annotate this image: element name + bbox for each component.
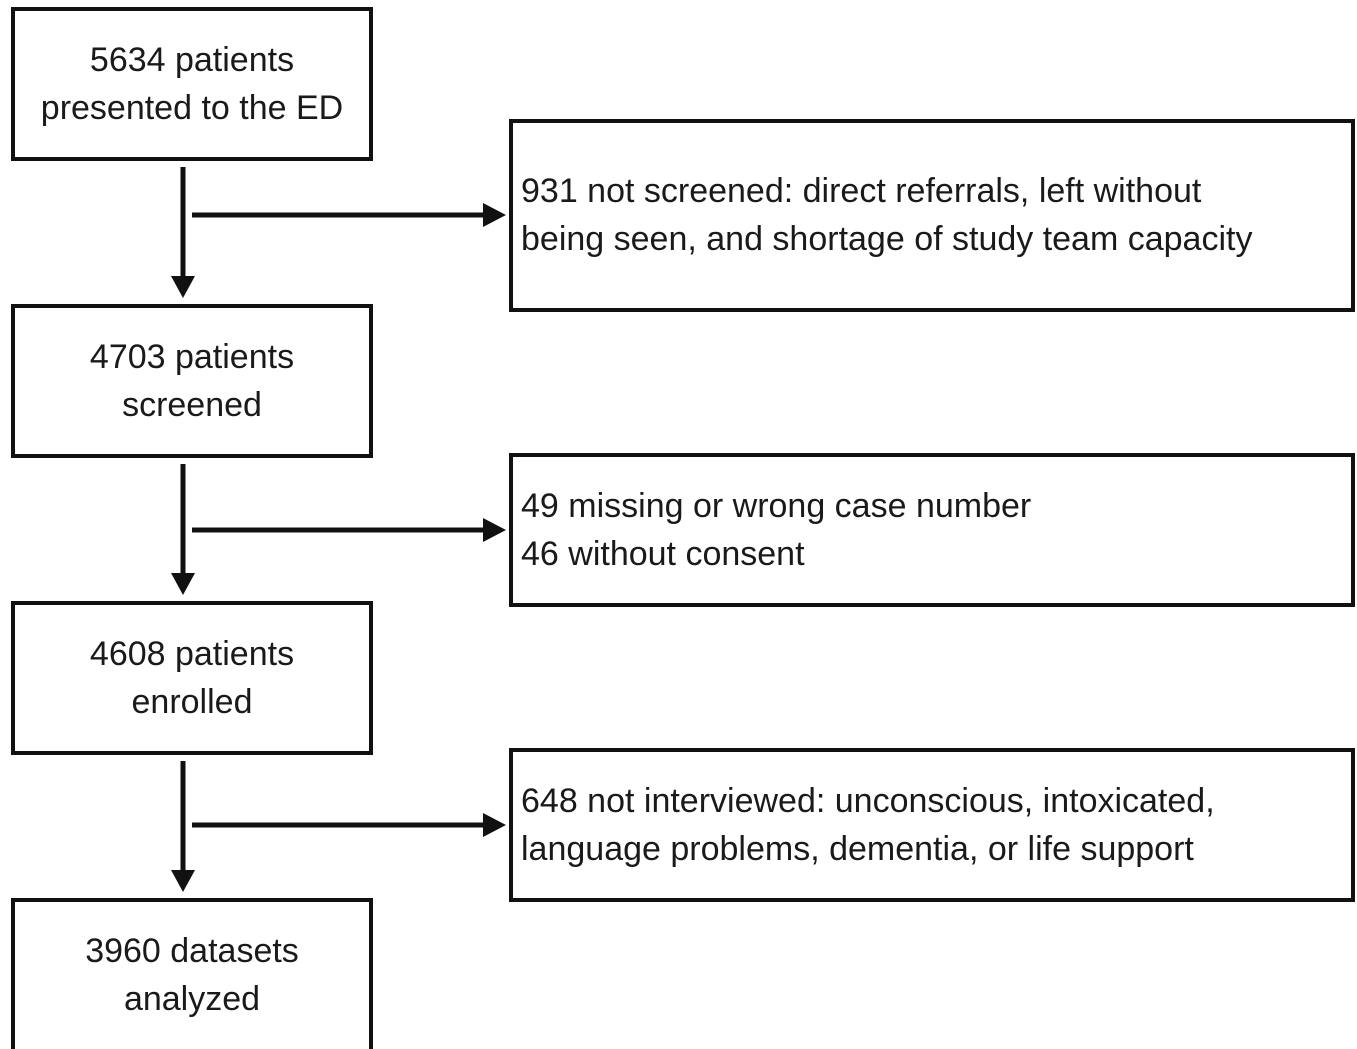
box-text: 3960 datasets xyxy=(85,932,299,970)
box-text: screened xyxy=(122,386,262,424)
exclusion-text: language problems, dementia, or life sup… xyxy=(521,830,1194,868)
box-text: enrolled xyxy=(132,683,253,721)
box-text: 4608 patients xyxy=(90,635,294,673)
arrow-head xyxy=(171,573,195,595)
flow-box xyxy=(11,898,373,1049)
exclusion-box xyxy=(509,748,1355,902)
box-text: presented to the ED xyxy=(41,89,343,127)
exclusion-text: 49 missing or wrong case number xyxy=(521,487,1031,525)
box-text: analyzed xyxy=(124,980,260,1018)
exclusion-text: 931 not screened: direct referrals, left… xyxy=(521,172,1202,210)
exclusion-box xyxy=(509,453,1355,607)
arrow-head xyxy=(483,813,506,837)
arrow-head xyxy=(483,518,506,542)
box-text: 5634 patients xyxy=(90,41,294,79)
exclusion-text: being seen, and shortage of study team c… xyxy=(521,220,1252,258)
flow-box xyxy=(11,304,373,458)
arrow-head xyxy=(483,203,506,227)
exclusion-text: 46 without consent xyxy=(521,535,805,573)
box-text: 4703 patients xyxy=(90,338,294,376)
arrow-head xyxy=(171,276,195,298)
exclusion-text: 648 not interviewed: unconscious, intoxi… xyxy=(521,782,1215,820)
flow-box xyxy=(11,601,373,755)
exclusion-box xyxy=(509,119,1355,312)
arrow-head xyxy=(171,870,195,892)
flow-box xyxy=(11,7,373,161)
